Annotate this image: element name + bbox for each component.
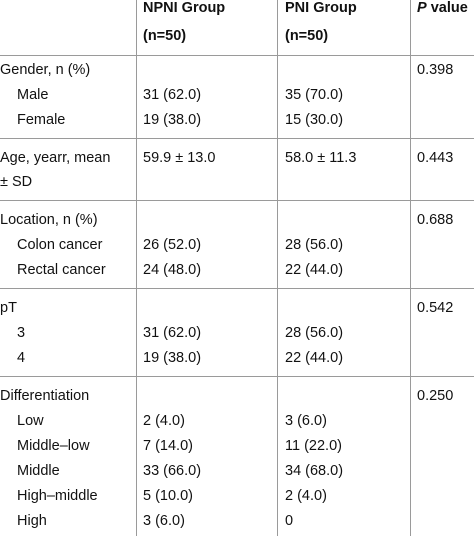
row-divider <box>0 376 474 377</box>
column-divider <box>136 0 137 536</box>
npni-value: 24 (48.0) <box>143 262 202 278</box>
row-label: High–middle <box>17 488 98 504</box>
p-value: 0.250 <box>417 388 454 404</box>
p-value: 0.688 <box>417 212 454 228</box>
npni-value: 26 (52.0) <box>143 237 202 253</box>
npni-value: 5 (10.0) <box>143 488 193 504</box>
header-cell: (n=50) <box>143 28 187 44</box>
pni-value: 15 (30.0) <box>285 112 344 128</box>
row-label: Middle–low <box>17 438 90 454</box>
row-label: Male <box>17 87 49 103</box>
row-label: Colon cancer <box>17 237 103 253</box>
row-label: 4 <box>17 350 26 366</box>
section-label: Gender, n (%) <box>0 62 91 78</box>
column-divider <box>277 0 278 536</box>
section-label: ± SD <box>0 174 33 190</box>
npni-value: 59.9 ± 13.0 <box>143 150 216 166</box>
section-label: Age, yearr, mean <box>0 150 111 166</box>
section-label: pT <box>0 300 17 316</box>
row-label: 3 <box>17 325 26 341</box>
header-cell: PNI Group <box>285 0 357 16</box>
header-cell: (n=50) <box>285 28 329 44</box>
section-label: Differentiation <box>0 388 90 404</box>
row-label: Low <box>17 413 44 429</box>
npni-value: 3 (6.0) <box>143 513 185 529</box>
pni-value: 58.0 ± 11.3 <box>285 150 357 166</box>
header-text: value <box>430 0 468 16</box>
npni-value: 19 (38.0) <box>143 350 202 366</box>
pni-value: 2 (4.0) <box>285 488 327 504</box>
pni-value: 28 (56.0) <box>285 325 344 341</box>
header-cell: P value <box>417 0 468 18</box>
p-value: 0.398 <box>417 62 454 78</box>
row-divider <box>0 288 474 289</box>
row-divider <box>0 55 474 56</box>
column-divider <box>410 0 411 536</box>
row-divider <box>0 200 474 201</box>
pni-value: 22 (44.0) <box>285 350 344 366</box>
p-value: 0.443 <box>417 150 454 166</box>
pni-value: 11 (22.0) <box>285 438 342 454</box>
p-value: 0.542 <box>417 300 454 316</box>
npni-value: 31 (62.0) <box>143 325 202 341</box>
row-label: Rectal cancer <box>17 262 106 278</box>
npni-value: 7 (14.0) <box>143 438 193 454</box>
pni-value: 35 (70.0) <box>285 87 344 103</box>
row-label: Female <box>17 112 66 128</box>
npni-value: 2 (4.0) <box>143 413 185 429</box>
pni-value: 28 (56.0) <box>285 237 344 253</box>
pni-value: 22 (44.0) <box>285 262 344 278</box>
row-label: Middle <box>17 463 60 479</box>
header-italic: P <box>417 0 427 16</box>
npni-value: 33 (66.0) <box>143 463 202 479</box>
section-label: Location, n (%) <box>0 212 98 228</box>
pni-value: 3 (6.0) <box>285 413 327 429</box>
row-label: High <box>17 513 47 529</box>
header-cell: NPNI Group <box>143 0 226 16</box>
row-divider <box>0 138 474 139</box>
pni-value: 34 (68.0) <box>285 463 344 479</box>
npni-value: 19 (38.0) <box>143 112 202 128</box>
npni-value: 31 (62.0) <box>143 87 202 103</box>
pni-value: 0 <box>285 513 294 529</box>
